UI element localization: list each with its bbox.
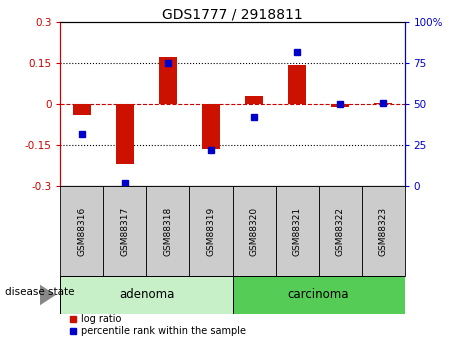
- Bar: [374, 103, 392, 104]
- Bar: [246, 96, 263, 104]
- Bar: [332, 104, 349, 107]
- Text: adenoma: adenoma: [119, 288, 174, 302]
- Bar: [159, 57, 177, 104]
- Bar: [275, 186, 319, 276]
- Bar: [319, 186, 362, 276]
- Text: GSM88322: GSM88322: [336, 207, 345, 256]
- Bar: [288, 65, 306, 104]
- Text: GSM88319: GSM88319: [206, 207, 215, 256]
- Bar: [60, 186, 103, 276]
- Text: disease state: disease state: [5, 287, 74, 296]
- Text: GSM88317: GSM88317: [120, 207, 129, 256]
- Bar: [116, 104, 133, 165]
- Bar: [362, 186, 405, 276]
- Bar: [232, 276, 405, 314]
- Bar: [190, 186, 232, 276]
- Text: GSM88321: GSM88321: [292, 207, 301, 256]
- Bar: [103, 186, 146, 276]
- Text: GSM88323: GSM88323: [379, 207, 387, 256]
- Bar: [202, 104, 219, 149]
- Text: GSM88318: GSM88318: [164, 207, 173, 256]
- Bar: [60, 276, 232, 314]
- Title: GDS1777 / 2918811: GDS1777 / 2918811: [162, 7, 303, 21]
- Bar: [146, 186, 190, 276]
- Bar: [73, 104, 91, 115]
- Bar: [232, 186, 275, 276]
- Polygon shape: [40, 284, 56, 306]
- Text: GSM88316: GSM88316: [78, 207, 86, 256]
- Text: carcinoma: carcinoma: [288, 288, 349, 302]
- Legend: log ratio, percentile rank within the sample: log ratio, percentile rank within the sa…: [65, 310, 250, 340]
- Text: GSM88320: GSM88320: [250, 207, 259, 256]
